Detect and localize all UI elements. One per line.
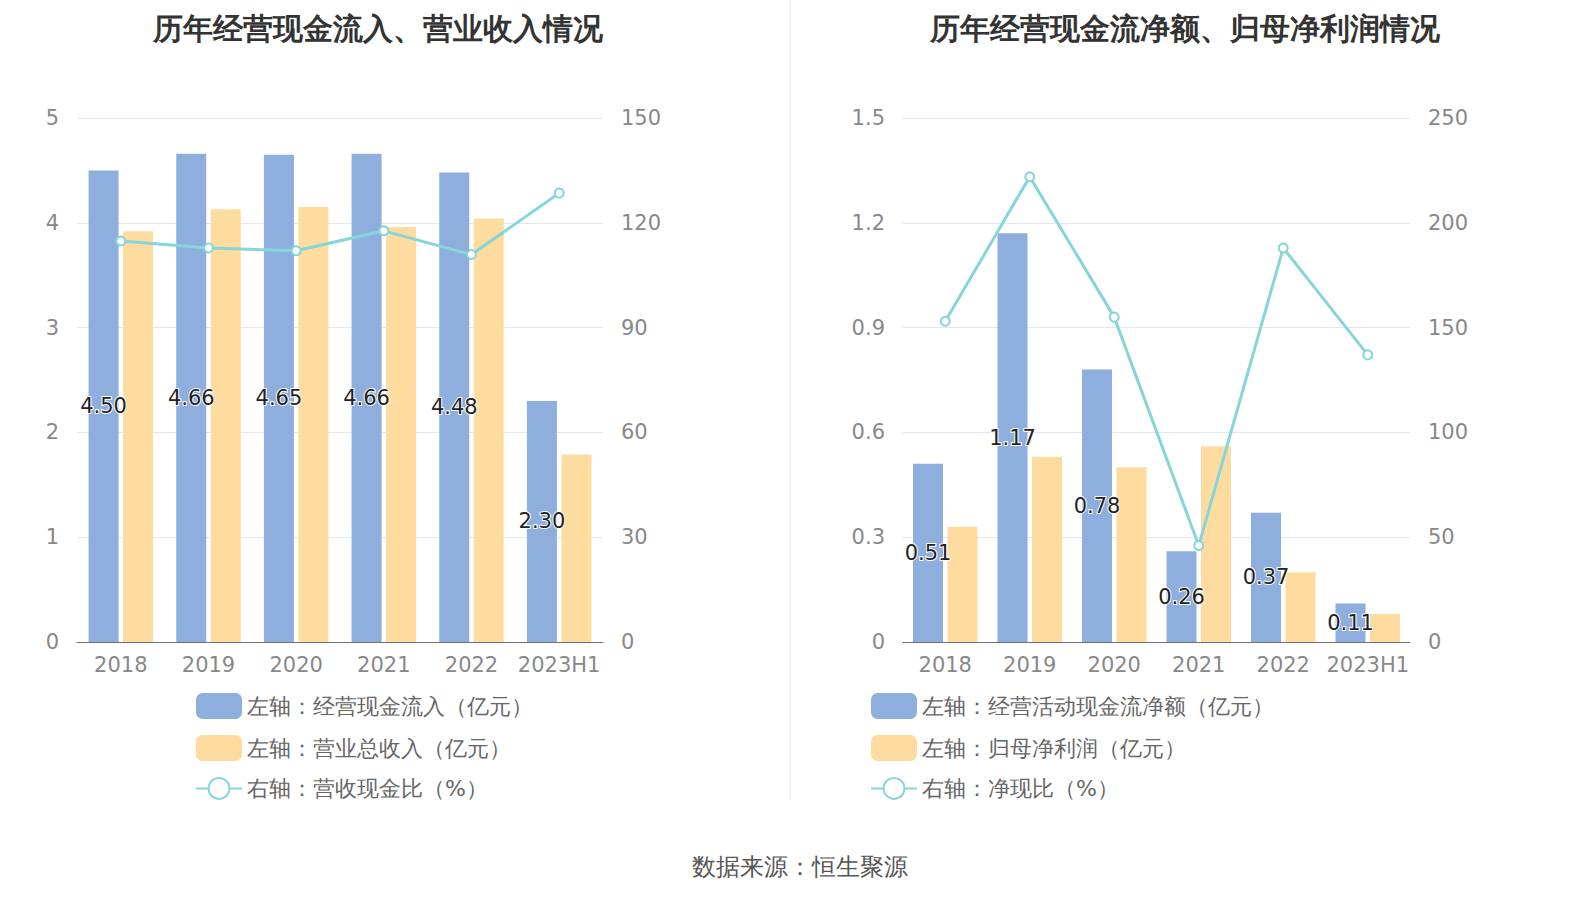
svg-text:250: 250: [1428, 106, 1468, 130]
svg-text:150: 150: [621, 106, 661, 130]
svg-text:4.66: 4.66: [168, 386, 215, 410]
svg-text:0: 0: [621, 630, 634, 654]
svg-text:2019: 2019: [1003, 653, 1056, 677]
svg-text:0.3: 0.3: [852, 525, 885, 549]
svg-text:历年经营现金流净额、归母净利润情况: 历年经营现金流净额、归母净利润情况: [929, 11, 1441, 46]
svg-text:2018: 2018: [94, 653, 147, 677]
svg-text:数据来源：恒生聚源: 数据来源：恒生聚源: [692, 853, 908, 881]
svg-text:历年经营现金流入、营业收入情况: 历年经营现金流入、营业收入情况: [152, 11, 604, 46]
svg-text:左轴：经营现金流入（亿元）: 左轴：经营现金流入（亿元）: [247, 694, 533, 719]
svg-text:2.30: 2.30: [519, 509, 566, 533]
svg-text:90: 90: [621, 316, 648, 340]
svg-text:2018: 2018: [919, 653, 972, 677]
svg-text:50: 50: [1428, 525, 1455, 549]
svg-text:30: 30: [621, 525, 648, 549]
svg-text:150: 150: [1428, 316, 1468, 340]
svg-text:0: 0: [46, 630, 59, 654]
svg-text:0: 0: [1428, 630, 1441, 654]
svg-text:60: 60: [621, 420, 648, 444]
svg-text:2019: 2019: [182, 653, 235, 677]
svg-text:2022: 2022: [445, 653, 498, 677]
svg-text:左轴：经营活动现金流净额（亿元）: 左轴：经营活动现金流净额（亿元）: [922, 694, 1274, 719]
svg-text:4.66: 4.66: [343, 386, 390, 410]
svg-text:1.5: 1.5: [852, 106, 885, 130]
svg-text:1.17: 1.17: [989, 426, 1036, 450]
svg-text:2022: 2022: [1257, 653, 1310, 677]
svg-text:左轴：营业总收入（亿元）: 左轴：营业总收入（亿元）: [247, 736, 511, 761]
svg-text:1.2: 1.2: [852, 211, 885, 235]
svg-text:4.48: 4.48: [431, 395, 478, 419]
svg-text:5: 5: [46, 106, 59, 130]
svg-text:0.9: 0.9: [852, 316, 885, 340]
svg-text:2020: 2020: [269, 653, 322, 677]
svg-text:4.50: 4.50: [80, 394, 127, 418]
svg-text:0.26: 0.26: [1158, 585, 1205, 609]
svg-text:2020: 2020: [1088, 653, 1141, 677]
svg-text:2023H1: 2023H1: [1326, 653, 1409, 677]
svg-text:2021: 2021: [357, 653, 410, 677]
svg-text:0.11: 0.11: [1327, 611, 1374, 635]
svg-text:1: 1: [46, 525, 59, 549]
svg-text:2023H1: 2023H1: [518, 653, 601, 677]
svg-text:4.65: 4.65: [256, 386, 303, 410]
svg-text:0.51: 0.51: [905, 541, 952, 565]
svg-text:2: 2: [46, 420, 59, 444]
svg-text:右轴：净现比（%）: 右轴：净现比（%）: [922, 776, 1119, 801]
svg-text:右轴：营收现金比（%）: 右轴：营收现金比（%）: [247, 776, 488, 801]
svg-text:4: 4: [46, 211, 59, 235]
svg-text:100: 100: [1428, 420, 1468, 444]
svg-text:2021: 2021: [1172, 653, 1225, 677]
svg-text:左轴：归母净利润（亿元）: 左轴：归母净利润（亿元）: [922, 736, 1186, 761]
svg-text:0.78: 0.78: [1074, 494, 1121, 518]
svg-text:0.6: 0.6: [852, 420, 885, 444]
svg-text:3: 3: [46, 316, 59, 340]
svg-text:0.37: 0.37: [1243, 565, 1290, 589]
svg-text:120: 120: [621, 211, 661, 235]
svg-text:0: 0: [872, 630, 885, 654]
svg-text:200: 200: [1428, 211, 1468, 235]
